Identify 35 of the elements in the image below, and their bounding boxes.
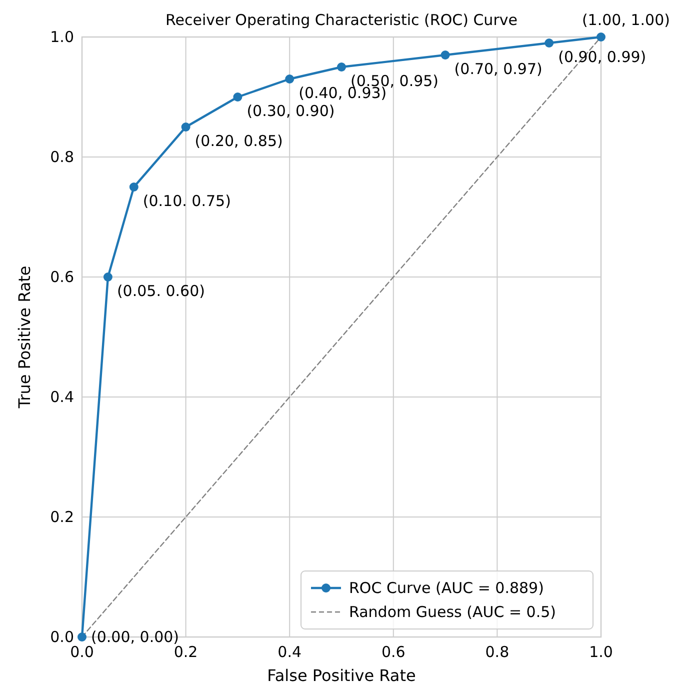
annotation: (1.00, 1.00) (582, 11, 670, 29)
point (103, 272, 112, 282)
y-tick-label: 1.0 (50, 28, 74, 46)
x-axis-title: False Positive Rate (267, 666, 416, 685)
point (78, 632, 86, 642)
point (337, 62, 346, 72)
annotation: (0.70, 0.97) (454, 60, 542, 78)
annotation: (0.10. 0.75) (142, 192, 231, 210)
x-tick-label: 0.2 (174, 643, 198, 661)
x-tick-label: 0.8 (485, 643, 510, 661)
point (596, 32, 606, 42)
y-tick-label: 0.8 (50, 148, 74, 166)
point (544, 38, 554, 48)
point (233, 92, 242, 102)
annotation: (0.90, 0.99) (558, 48, 646, 66)
x-tick-label: 1.0 (589, 643, 613, 661)
y-tick-label: 0.2 (50, 508, 74, 526)
annotation: (0.00, 0.00) (91, 628, 180, 646)
point (285, 74, 294, 84)
x-tick-label: 0.6 (381, 643, 406, 661)
legend-label: Random Guess (AUC = 0.5) (349, 603, 556, 621)
chart-title: Receiver Operating Characteristic (ROC) Curve (166, 11, 518, 29)
annotation: (0.30, 0.90) (246, 102, 335, 120)
y-axis-title: True Positive Rate (15, 266, 34, 410)
legend-label: ROC Curve (AUC = 0.889) (349, 579, 544, 597)
x-tick-label: 0.4 (278, 643, 302, 661)
annotation: (0.20, 0.85) (194, 132, 283, 150)
point (129, 182, 138, 192)
point (181, 122, 190, 132)
y-tick-label: 0.4 (50, 388, 74, 406)
annotation: (0.05. 0.60) (116, 282, 205, 300)
y-tick-label: 0.6 (50, 268, 74, 286)
y-tick-label: 0.0 (50, 628, 74, 646)
x-tick-label: 0.0 (70, 643, 94, 661)
point (440, 50, 450, 60)
